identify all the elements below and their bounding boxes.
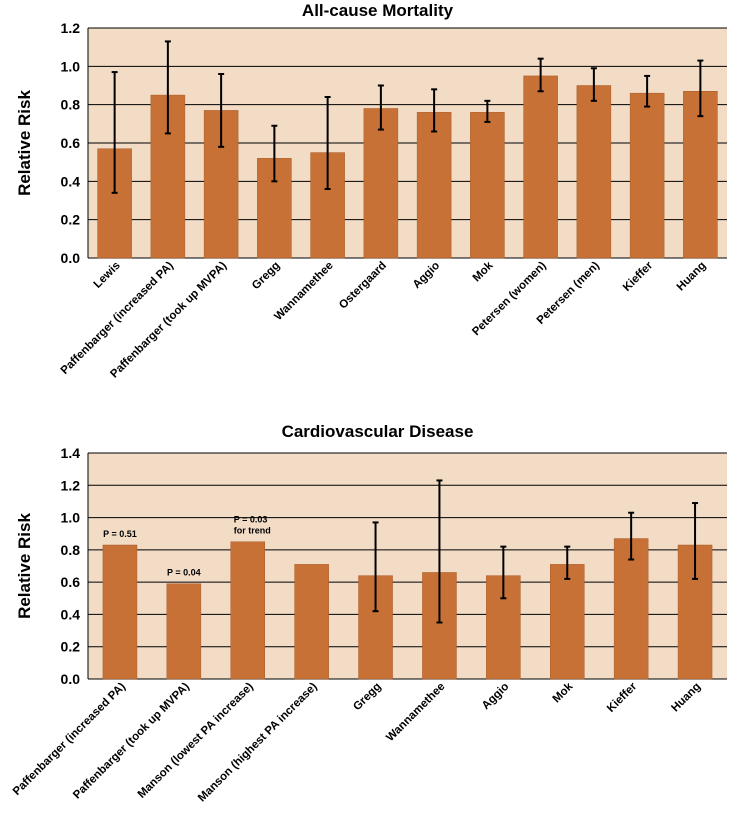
y-axis-label: Relative Risk xyxy=(15,513,34,619)
error-bar xyxy=(692,502,699,580)
x-tick-label: Mok xyxy=(551,680,576,705)
p-value-annotation: P = 0.03 xyxy=(234,514,268,524)
bar-petersen-women xyxy=(523,75,558,259)
x-tick-label: Lewis xyxy=(92,260,123,291)
error-bar xyxy=(436,479,443,624)
bar-manson-highest-pa-increase xyxy=(294,564,329,680)
error-bar xyxy=(218,73,225,148)
x-tick-label: Gregg xyxy=(351,681,383,713)
error-bar xyxy=(372,521,379,613)
x-tick-label: Wannamethee xyxy=(272,260,335,323)
bar-mok xyxy=(470,112,505,259)
error-bar xyxy=(431,88,438,133)
x-tick-label: Wannamethee xyxy=(384,681,447,744)
x-tick-label: Manson (highest PA increase) xyxy=(196,681,320,805)
error-bar xyxy=(324,96,331,190)
y-tick-label: 0.8 xyxy=(61,542,81,558)
error-bar xyxy=(537,57,544,93)
x-tick-label: Huang xyxy=(669,681,703,715)
y-tick-label: 0.4 xyxy=(61,173,81,189)
y-tick-label: 0.6 xyxy=(61,135,81,151)
bar-manson-lowest-pa-increase xyxy=(230,541,265,680)
chart-title: All-cause Mortality xyxy=(302,1,454,20)
y-tick-label: 0.2 xyxy=(61,212,81,228)
bar-paffenbarger-took-up-mvpa xyxy=(166,583,202,680)
y-axis-label: Relative Risk xyxy=(15,90,34,196)
bar-huang xyxy=(683,91,718,259)
x-tick-label: Paffenbarger (increased PA) xyxy=(59,260,176,377)
error-bar xyxy=(628,511,635,561)
x-tick-label: Gregg xyxy=(250,260,282,292)
x-tick-label: Paffenbarger (took up MVPA) xyxy=(108,260,229,381)
error-bar xyxy=(697,59,704,118)
error-bar xyxy=(564,545,571,580)
error-bar xyxy=(484,99,491,123)
p-value-annotation: P = 0.51 xyxy=(103,529,137,539)
error-bar xyxy=(590,67,597,102)
y-tick-label: 0.8 xyxy=(61,97,81,113)
p-value-annotation: for trend xyxy=(234,525,271,535)
x-tick-label: Paffenbarger (increased PA) xyxy=(11,681,128,798)
y-tick-label: 1.2 xyxy=(61,20,81,36)
error-bar xyxy=(644,74,651,108)
y-tick-label: 1.0 xyxy=(61,510,81,526)
x-tick-label: Aggio xyxy=(480,681,512,713)
y-tick-label: 1.4 xyxy=(61,445,81,461)
bar-gregg xyxy=(257,158,292,259)
bar-paffenbarger-increased-pa xyxy=(102,544,138,680)
chart-cardiovascular-disease: 0.0 0.2 0.4 0.6 0.8 1.0 1.2 1.4 Cardiovascular D… xyxy=(11,422,727,804)
bar-kieffer xyxy=(613,538,649,680)
y-tick-label: 0.6 xyxy=(61,574,81,590)
x-tick-label: Paffenbarger (took up MVPA) xyxy=(71,681,192,802)
chart-all-cause-mortality: 0.0 0.2 0.4 0.6 0.8 1.0 1.2 All-cause Mortality… xyxy=(15,1,727,380)
x-tick-label: Kieffer xyxy=(621,259,656,294)
y-tick-label: 0.0 xyxy=(61,250,81,266)
y-tick-label: 0.4 xyxy=(61,606,81,622)
y-tick-label: 0.0 xyxy=(61,671,81,687)
error-bar xyxy=(271,124,278,183)
x-tick-label: Mok xyxy=(471,259,496,284)
chart-title: Cardiovascular Disease xyxy=(282,422,474,441)
error-bar xyxy=(377,84,384,131)
y-tick-label: 1.2 xyxy=(61,477,81,493)
x-tick-label: Ostergaard xyxy=(337,260,389,312)
p-value-annotation: P = 0.04 xyxy=(167,568,201,578)
x-tick-label: Manson (lowest PA increase) xyxy=(136,681,256,801)
x-tick-label: Kieffer xyxy=(605,680,640,715)
bar-mok xyxy=(550,564,585,680)
bar-ostergaard xyxy=(363,108,399,259)
y-tick-label: 1.0 xyxy=(61,58,81,74)
x-tick-label: Huang xyxy=(675,260,709,294)
y-tick-label: 0.2 xyxy=(61,639,81,655)
error-bar xyxy=(164,40,171,135)
bar-aggio xyxy=(416,112,452,259)
bar-kieffer xyxy=(629,92,665,259)
error-bar xyxy=(111,71,118,194)
bar-petersen-men xyxy=(576,85,612,259)
error-bar xyxy=(500,545,507,600)
x-tick-label: Aggio xyxy=(411,260,443,292)
